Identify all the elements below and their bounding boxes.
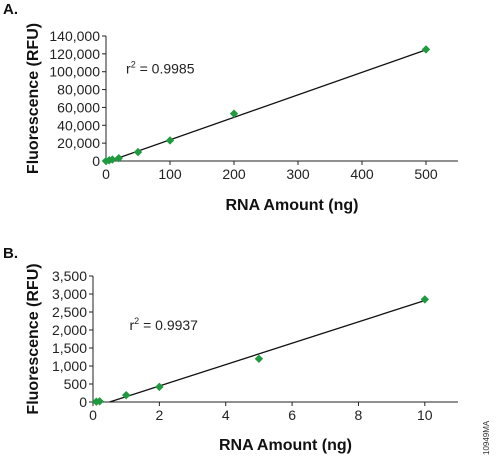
y-axis-title: Fluorescence (RFU)	[25, 263, 42, 414]
y-tick-label: 0	[92, 153, 100, 169]
y-tick-label: 500	[64, 376, 88, 392]
x-axis-title: RNA Amount (ng)	[219, 437, 352, 454]
data-point	[155, 382, 164, 392]
data-point	[420, 295, 430, 304]
x-tick-label: 4	[222, 407, 230, 423]
regression-line	[105, 49, 427, 163]
y-tick-label: 3,000	[52, 286, 87, 302]
r-squared-annotation: r2 = 0.9937	[130, 316, 199, 333]
panel-a: A.020,00040,00060,00080,000100,000120,00…	[3, 1, 458, 214]
y-tick-label: 60,000	[57, 99, 100, 115]
data-point	[133, 147, 143, 157]
r-squared-superscript: 2	[134, 316, 139, 326]
r-squared-superscript: 2	[131, 60, 136, 70]
r-squared-prefix: r	[126, 61, 131, 77]
data-point	[114, 153, 123, 163]
r-squared-prefix: r	[130, 317, 135, 333]
data-point	[421, 45, 431, 54]
figure-code: 10949MA	[482, 420, 491, 455]
x-axis-title: RNA Amount (ng)	[226, 197, 359, 214]
y-tick-label: 20,000	[57, 135, 100, 151]
x-tick-label: 500	[414, 166, 438, 182]
y-tick-label: 2,500	[52, 304, 87, 320]
x-tick-label: 0	[89, 407, 97, 423]
y-axis-title: Fluorescence (RFU)	[25, 23, 42, 174]
panel-label: B.	[3, 245, 18, 262]
data-point	[229, 109, 239, 118]
x-tick-label: 2	[155, 407, 163, 423]
data-point	[165, 136, 175, 145]
data-point	[108, 155, 117, 164]
y-tick-label: 120,000	[49, 46, 100, 62]
x-tick-label: 200	[222, 166, 246, 182]
x-tick-label: 100	[158, 166, 182, 182]
x-tick-label: 0	[102, 166, 110, 182]
y-tick-label: 1,000	[52, 358, 87, 374]
x-tick-label: 6	[288, 407, 296, 423]
y-tick-label: 80,000	[57, 82, 100, 98]
y-tick-label: 1,500	[52, 340, 87, 356]
r-squared-value: = 0.9937	[139, 317, 198, 333]
x-tick-label: 300	[286, 166, 310, 182]
x-tick-label: 10	[417, 407, 433, 423]
y-tick-label: 3,500	[52, 268, 87, 284]
r-squared-annotation: r2 = 0.9985	[126, 60, 195, 77]
data-point	[95, 397, 104, 406]
x-tick-label: 400	[350, 166, 374, 182]
regression-line	[109, 299, 426, 403]
y-tick-label: 140,000	[49, 28, 100, 44]
data-point	[121, 390, 131, 400]
panel-label: A.	[3, 1, 18, 18]
y-tick-label: 40,000	[57, 117, 100, 133]
data-point	[254, 354, 264, 363]
y-tick-label: 0	[79, 394, 87, 410]
x-tick-label: 8	[355, 407, 363, 423]
y-tick-label: 2,000	[52, 322, 87, 338]
r-squared-value: = 0.9985	[136, 61, 195, 77]
y-tick-label: 100,000	[49, 64, 100, 80]
